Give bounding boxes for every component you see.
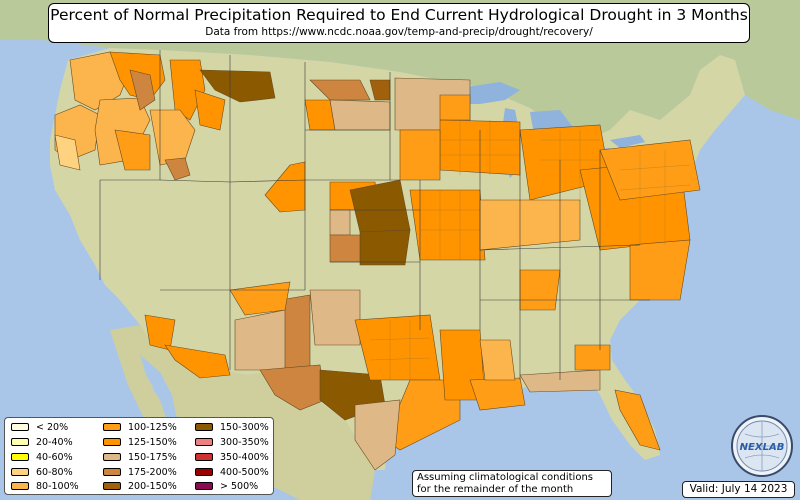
legend-swatch (195, 453, 213, 461)
valid-date: Valid: July 14 2023 (682, 481, 795, 498)
legend-label: 20-40% (36, 437, 73, 448)
region-nm-tan (234, 309, 286, 371)
legend-swatch (195, 438, 213, 446)
region-tx-central (354, 314, 441, 381)
legend-swatch (103, 453, 121, 461)
legend-swatch (11, 468, 29, 476)
county-lines (369, 120, 691, 380)
legend-label: 400-500% (220, 467, 269, 478)
legend-label: 60-80% (36, 467, 73, 478)
region-carolinas (629, 239, 691, 301)
legend-swatch (103, 468, 121, 476)
region-fl (614, 389, 661, 451)
legend-swatch (11, 438, 29, 446)
lake-ontario (610, 135, 645, 148)
region-co-east (264, 161, 306, 213)
legend-swatch (103, 438, 121, 446)
region-nd-east (309, 79, 371, 101)
legend-label: 150-175% (128, 452, 177, 463)
legend-label: 200-150% (128, 481, 177, 492)
region-fl-north (574, 344, 611, 371)
legend-swatch (195, 423, 213, 431)
region-la-gulf (469, 377, 526, 411)
legend-label: > 500% (220, 481, 259, 492)
region-tx-panhandle (309, 289, 361, 346)
note-line-1: Assuming climatological conditions (417, 472, 593, 483)
legend-label: 175-200% (128, 467, 177, 478)
region-ok-brown (359, 229, 411, 266)
region-gulf-coast (519, 369, 601, 393)
region-ca-ne (114, 129, 151, 171)
legend-label: 100-125% (128, 422, 177, 433)
legend-swatch (195, 482, 213, 490)
drought-regions (54, 51, 701, 471)
legend-label: 350-400% (220, 452, 269, 463)
legend-swatch (195, 468, 213, 476)
legend-label: 40-60% (36, 452, 73, 463)
state-borders (99, 50, 650, 380)
region-tx-south (354, 399, 401, 471)
legend-label: < 20% (36, 422, 69, 433)
nexlab-globe-logo-icon: NEXLAB (731, 415, 793, 477)
region-ms-al (479, 339, 516, 381)
legend-swatch (11, 423, 29, 431)
region-ca-coast (54, 134, 81, 171)
map-subtitle: Data from https://www.ncdc.noaa.gov/temp… (205, 26, 593, 38)
region-tx-west (259, 364, 326, 411)
region-id-small (164, 157, 191, 181)
region-ny (599, 139, 701, 201)
mexico-land (110, 325, 375, 500)
region-az-south (164, 344, 231, 379)
title-box: Percent of Normal Precipitation Required… (48, 3, 750, 43)
region-mn-orange (439, 94, 471, 121)
region-mo (409, 189, 486, 261)
map-title: Percent of Normal Precipitation Required… (50, 6, 748, 24)
region-mt-brown (199, 69, 276, 103)
legend: < 20% 20-40% 40-60% 60-80% 80-100% 100-1… (4, 417, 274, 495)
assumption-note: Assuming climatological conditions for t… (412, 470, 612, 497)
legend-label: 125-150% (128, 437, 177, 448)
region-ks-tan (329, 209, 351, 236)
region-or-sw (129, 69, 156, 111)
note-line-2: for the remainder of the month (417, 484, 574, 495)
legend-label: 80-100% (36, 481, 79, 492)
legend-swatch (11, 453, 29, 461)
region-ok-lbrown (329, 234, 361, 263)
legend-label: 150-300% (220, 422, 269, 433)
legend-swatch (103, 423, 121, 431)
legend-swatch (11, 482, 29, 490)
region-tn (519, 269, 561, 311)
legend-label: 300-350% (220, 437, 269, 448)
logo-text: NEXLAB (740, 442, 785, 453)
region-mt-west (194, 89, 226, 131)
legend-swatch (103, 482, 121, 490)
region-ia-il (399, 129, 441, 181)
region-sd-tan (329, 99, 391, 131)
region-id-central (149, 109, 196, 166)
gulf-of-california (140, 355, 178, 425)
